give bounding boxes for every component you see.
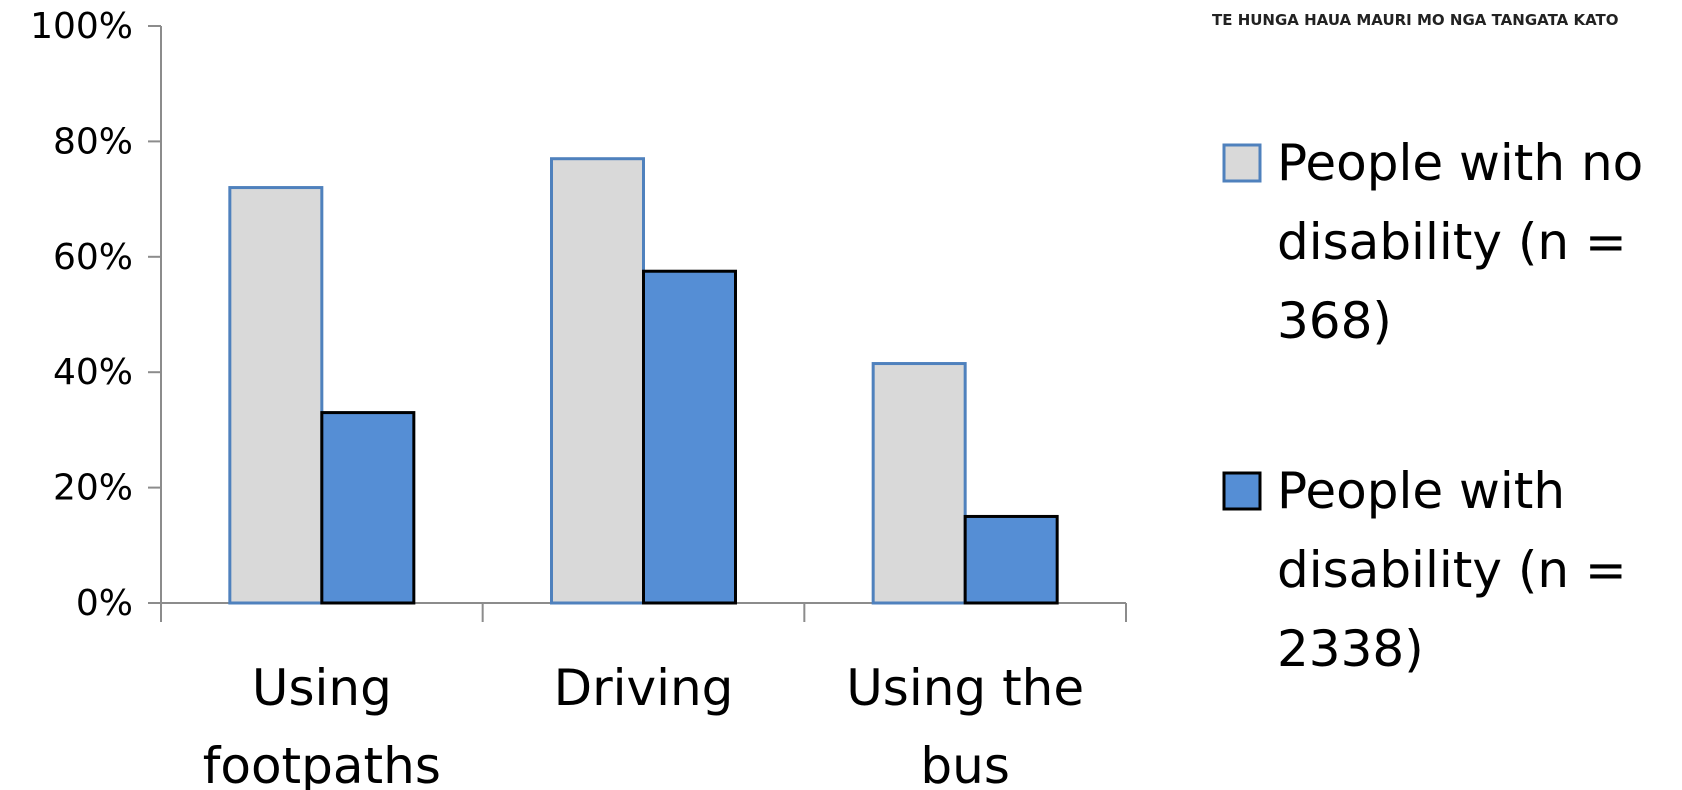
bar-series-0-cat-1 — [550, 157, 645, 605]
bars — [228, 157, 1059, 605]
y-tick-label: 0% — [76, 583, 133, 624]
legend-label-1: People with — [1277, 462, 1565, 520]
legend-swatch-1 — [1222, 471, 1262, 511]
y-tick-label: 100% — [30, 6, 133, 47]
category-labels: Using footpaths Driving Using the bus — [203, 659, 1084, 790]
legend-swatch-0 — [1222, 143, 1262, 183]
bar-series-1-cat-1 — [642, 269, 737, 605]
legend-label-0: 368) — [1277, 292, 1392, 350]
legend-label-0: disability (n = — [1277, 213, 1627, 271]
bar-series-0-cat-0 — [228, 186, 324, 605]
legend-label-1: disability (n = — [1277, 541, 1627, 599]
category-label: Using — [252, 659, 392, 717]
y-tick-label: 60% — [53, 237, 133, 278]
y-tick-label: 80% — [53, 121, 133, 162]
y-tick-label: 40% — [53, 352, 133, 393]
legend: People with no disability (n = 368) People … — [1222, 134, 1643, 678]
y-tick-label: 20% — [53, 468, 133, 509]
x-axis-ticks — [160, 603, 1127, 622]
legend-label-0: People with no — [1277, 134, 1643, 192]
y-axis-ticks: 0% 20% 40% 60% 80% 100% — [30, 6, 161, 624]
category-label: bus — [920, 737, 1009, 790]
header-tagline: TE HUNGA HAUA MAURI MO NGA TANGATA KATO — [1212, 11, 1619, 29]
bar-series-0-cat-2 — [871, 362, 967, 605]
bar-series-1-cat-0 — [320, 411, 416, 605]
category-label: Driving — [554, 659, 734, 717]
legend-label-1: 2338) — [1277, 620, 1424, 678]
category-label: footpaths — [203, 737, 441, 790]
category-label: Using the — [846, 659, 1084, 717]
bar-series-1-cat-2 — [963, 514, 1059, 605]
